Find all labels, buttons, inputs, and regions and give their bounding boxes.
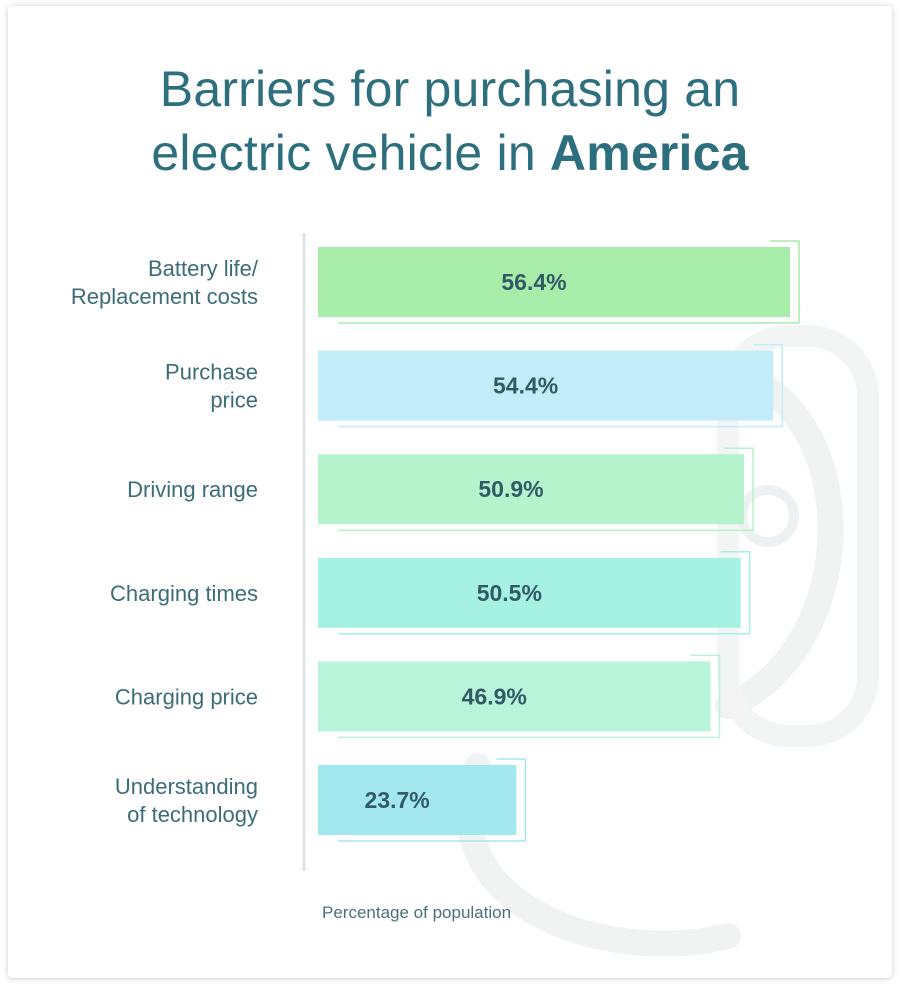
chart-title-line-1: Barriers for purchasing an <box>159 61 741 117</box>
category-label: of technology <box>127 802 258 827</box>
bar-value-label: 50.9% <box>478 476 543 502</box>
bar-value-label: 50.5% <box>477 580 542 606</box>
chart-title-prefix: electric vehicle in <box>151 125 550 181</box>
bar <box>318 661 711 732</box>
category-label: Battery life/ <box>148 256 259 281</box>
bar-outline <box>338 447 754 531</box>
category-label: Charging price <box>115 684 258 709</box>
chart-title-emphasis: America <box>549 125 749 181</box>
bar-value-label: 23.7% <box>365 787 430 813</box>
bar-outline <box>338 240 800 324</box>
bar <box>318 454 744 525</box>
category-label: Driving range <box>127 477 258 502</box>
bar <box>318 765 517 835</box>
bar <box>318 350 774 421</box>
bar-value-label: 56.4% <box>501 269 566 295</box>
bar-chart: 56.4% Battery life/Replacement costs 54.4%… <box>71 233 800 871</box>
category-label: Replacement costs <box>71 284 258 309</box>
chart-title-line-2: electric vehicle in America <box>8 124 892 182</box>
x-axis-label: Percentage of population <box>322 903 512 922</box>
bar <box>318 247 790 317</box>
bar-outline <box>338 758 527 842</box>
bar-value-label: 46.9% <box>462 683 527 709</box>
category-label: Charging times <box>110 581 258 606</box>
chart-card: Barriers for purchasing an electric vehi… <box>8 6 892 978</box>
bar <box>318 557 741 628</box>
category-label: Purchase <box>165 360 258 385</box>
category-label: price <box>210 388 258 413</box>
bar-value-label: 54.4% <box>493 373 558 399</box>
bar-outline <box>338 551 751 635</box>
bar-outline <box>338 654 721 739</box>
bar-outline <box>338 343 784 428</box>
category-label: Understanding <box>115 774 258 799</box>
